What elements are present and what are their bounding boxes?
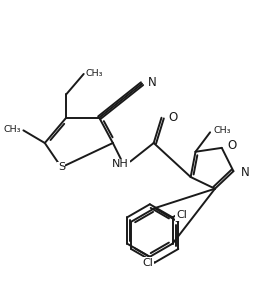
Text: N: N bbox=[148, 76, 157, 89]
Text: Cl: Cl bbox=[176, 210, 187, 221]
Text: CH₃: CH₃ bbox=[86, 69, 103, 78]
Text: Cl: Cl bbox=[143, 258, 153, 268]
Text: O: O bbox=[168, 111, 178, 124]
Text: O: O bbox=[228, 139, 237, 152]
Text: S: S bbox=[58, 162, 65, 172]
Text: NH: NH bbox=[112, 159, 129, 169]
Text: CH₃: CH₃ bbox=[4, 125, 21, 134]
Text: CH₃: CH₃ bbox=[213, 126, 230, 135]
Text: N: N bbox=[241, 166, 250, 179]
